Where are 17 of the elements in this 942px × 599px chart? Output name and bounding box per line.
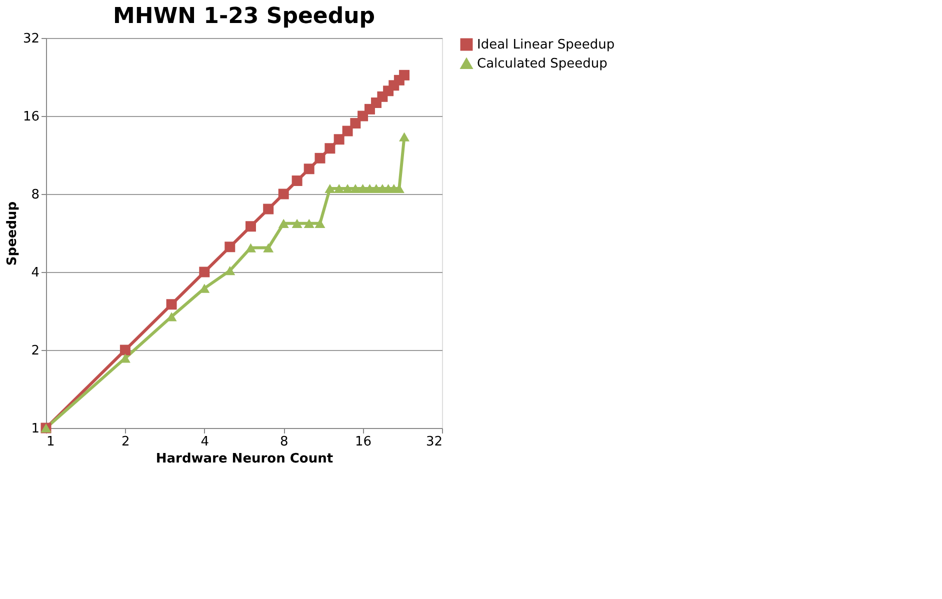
x-tick-label: 8 <box>280 434 288 450</box>
y-tick-label: 8 <box>31 188 40 202</box>
x-axis-title: Hardware Neuron Count <box>156 452 334 466</box>
y-tick-label: 1 <box>31 422 40 436</box>
y-tick-label: 16 <box>22 110 40 124</box>
y-tick-label: 2 <box>31 344 40 358</box>
x-tick-label: 2 <box>122 434 130 450</box>
legend-label: Calculated Speedup <box>477 56 608 72</box>
y-tick-label: 4 <box>31 266 40 280</box>
legend-label: Ideal Linear Speedup <box>477 38 615 52</box>
y-tick-label: 32 <box>22 32 40 46</box>
y-axis-title: Speedup <box>4 201 20 266</box>
x-tick-label: 1 <box>46 434 55 450</box>
chart-title: MHWN 1-23 Speedup <box>113 4 375 29</box>
x-tick-label: 4 <box>200 434 210 450</box>
x-tick-label: 32 <box>426 434 442 450</box>
x-tick-label: 16 <box>355 434 372 450</box>
